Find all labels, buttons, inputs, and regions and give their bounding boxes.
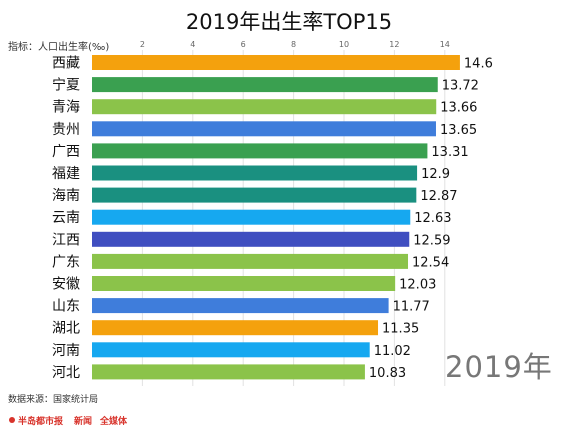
bar: [92, 143, 428, 159]
category-label: 安徽: [52, 277, 80, 293]
x-tick-labels: 2 4 6 8 10 12 14: [140, 40, 450, 49]
value-label: 14.6: [464, 57, 493, 72]
value-label: 13.72: [442, 79, 479, 94]
bar: [92, 55, 460, 70]
value-label: 11.77: [393, 300, 430, 315]
source-note: 数据来源：国家统计局: [8, 395, 99, 405]
category-label: 江西: [52, 232, 80, 248]
x-tick-label: 12: [389, 40, 399, 49]
category-label: 青海: [52, 100, 80, 116]
category-label: 河南: [52, 343, 80, 359]
media-logo-icon: 全媒体: [99, 415, 128, 427]
bar: [92, 187, 417, 203]
x-tick-label: 2: [140, 40, 145, 49]
category-label: 河北: [52, 365, 80, 381]
newspaper-logo-icon: 半岛都市报: [9, 415, 63, 427]
bar: [92, 99, 437, 115]
bar: [92, 342, 370, 358]
bar: [92, 121, 436, 137]
value-label: 11.02: [374, 344, 411, 359]
category-label: 宁夏: [52, 77, 80, 94]
media-logos: 半岛都市报 新闻 全媒体: [9, 415, 128, 427]
value-label: 10.83: [369, 366, 406, 381]
svg-text:全媒体: 全媒体: [99, 415, 128, 427]
bar: [92, 276, 396, 291]
value-label: 11.35: [382, 322, 419, 337]
x-tick-label: 10: [339, 40, 349, 49]
bar: [92, 364, 365, 380]
category-label: 广东: [52, 254, 80, 270]
x-tick-label: 6: [241, 40, 246, 49]
value-label: 12.54: [412, 255, 449, 270]
value-label: 12.87: [420, 189, 457, 204]
value-label: 12.59: [413, 233, 450, 248]
value-label: 12.03: [399, 278, 436, 293]
x-tick-label: 8: [291, 40, 296, 49]
category-label: 广西: [52, 144, 80, 160]
category-label: 福建: [52, 166, 80, 182]
bar: [92, 298, 389, 314]
x-tick-label: 14: [440, 40, 450, 49]
year-watermark: 2019年: [445, 350, 553, 384]
category-label: 贵州: [52, 122, 80, 138]
value-label: 12.9: [421, 167, 450, 182]
news-logo-icon: 新闻: [74, 415, 92, 427]
bars: [92, 55, 460, 380]
value-label: 13.66: [440, 101, 477, 116]
svg-text:半岛都市报: 半岛都市报: [18, 415, 63, 427]
bar: [92, 165, 418, 181]
category-label: 湖北: [52, 321, 80, 337]
category-label: 西藏: [52, 56, 80, 72]
chart-title: 2019年出生率TOP15: [185, 10, 393, 34]
category-label: 云南: [52, 210, 80, 226]
bar: [92, 77, 438, 93]
bar: [92, 320, 379, 336]
value-labels: 14.6 13.72 13.66 13.65 13.31 12.9 12.87 12.63 12…: [369, 57, 493, 381]
category-label: 山东: [52, 299, 80, 315]
value-label: 12.63: [414, 211, 451, 226]
bar: [92, 209, 411, 225]
x-tick-label: 4: [190, 40, 195, 49]
bar-chart: 2 4 6 8 10 12 14 西藏宁夏青海贵州广西福建海南云南江西广东安徽山东湖北河南河…: [52, 40, 493, 386]
value-label: 13.31: [431, 145, 468, 160]
value-label: 13.65: [440, 123, 477, 138]
svg-text:新闻: 新闻: [74, 415, 92, 427]
bar: [92, 253, 409, 269]
bar: [92, 231, 410, 247]
category-label: 海南: [52, 188, 80, 204]
indicator-label: 指标：人口出生率(‰): [8, 42, 110, 53]
